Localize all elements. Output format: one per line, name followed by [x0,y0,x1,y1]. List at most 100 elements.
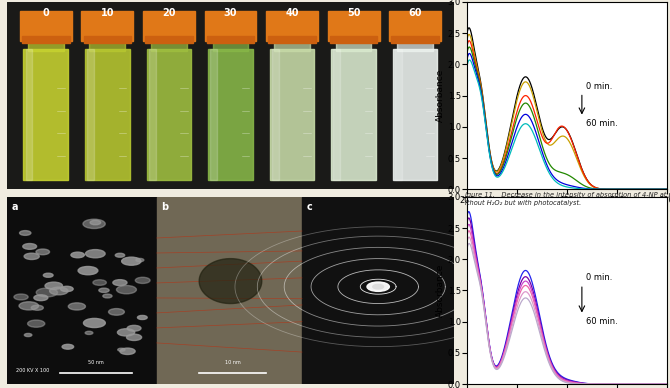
Bar [82,11,133,41]
Text: 30: 30 [224,7,237,17]
Circle shape [118,348,125,351]
Circle shape [60,286,73,292]
Bar [7,197,157,384]
Circle shape [23,244,37,249]
Circle shape [24,253,40,260]
Text: 10 nm: 10 nm [225,360,241,365]
Circle shape [44,273,53,277]
Y-axis label: Absorbance: Absorbance [436,264,445,317]
Bar [397,40,433,51]
Circle shape [68,303,86,310]
Bar [87,49,94,180]
Bar [272,49,279,180]
Circle shape [117,286,137,294]
Circle shape [36,249,50,255]
Bar [20,11,72,41]
Circle shape [50,287,68,295]
Circle shape [137,315,147,320]
Circle shape [85,331,93,334]
Bar [391,36,439,43]
Circle shape [373,284,383,289]
Circle shape [71,252,84,258]
Bar [269,49,314,180]
Text: 40: 40 [285,7,299,17]
Circle shape [45,282,62,289]
Circle shape [86,249,105,258]
Bar [157,197,302,384]
Bar [330,36,377,43]
Text: 0 min.: 0 min. [586,81,612,91]
Circle shape [135,277,150,284]
Text: a: a [11,203,17,212]
Circle shape [34,295,48,301]
Text: 50 nm: 50 nm [88,360,104,365]
Bar [151,40,187,51]
Circle shape [113,280,127,286]
Bar [395,49,402,180]
Text: 10: 10 [100,7,114,17]
Polygon shape [199,259,262,303]
Circle shape [84,319,105,327]
Circle shape [99,288,109,293]
Circle shape [27,320,45,327]
Circle shape [24,333,32,336]
Bar [22,36,70,43]
Circle shape [127,326,141,331]
Bar [143,11,195,41]
Circle shape [14,294,28,300]
Circle shape [136,258,144,262]
Text: 60 min.: 60 min. [586,317,618,326]
Bar [389,11,441,41]
Text: 60 min.: 60 min. [586,120,618,128]
Text: c: c [307,203,312,212]
Bar [204,11,257,41]
Bar [208,49,253,180]
Circle shape [120,348,135,355]
Text: 0 min.: 0 min. [586,273,612,282]
Text: 20: 20 [162,7,176,17]
Circle shape [122,257,141,265]
Circle shape [19,302,39,310]
Bar [145,36,193,43]
Bar [85,49,130,180]
Circle shape [93,280,107,285]
Circle shape [117,329,135,336]
Bar [334,49,340,180]
Circle shape [127,334,141,341]
Bar [212,40,249,51]
Bar [149,49,155,180]
Bar [302,197,454,384]
Text: igure 11.   Decrease in the intensity of absorption of 4-NP at pH 6
ithout H₂O₂ : igure 11. Decrease in the intensity of a… [465,192,670,206]
Circle shape [109,308,125,315]
Circle shape [103,294,112,298]
Bar [268,36,316,43]
Bar [331,49,376,180]
Bar [84,36,131,43]
Circle shape [19,230,31,236]
Circle shape [36,288,58,297]
Circle shape [83,219,105,229]
Bar [23,49,68,180]
Bar [336,40,371,51]
Bar [25,49,32,180]
Circle shape [90,220,100,225]
Bar [207,36,254,43]
Bar [28,40,64,51]
Text: 60: 60 [408,7,422,17]
Circle shape [62,344,74,349]
Bar [266,11,318,41]
Bar [274,40,310,51]
Text: 200 KV X 100: 200 KV X 100 [15,368,49,373]
X-axis label: Wavelength (nm): Wavelength (nm) [528,206,606,215]
Circle shape [367,282,389,291]
Text: b: b [161,203,168,212]
Bar [147,49,192,180]
Y-axis label: Absorbance: Absorbance [436,69,445,122]
Circle shape [78,267,98,275]
Text: 50: 50 [347,7,360,17]
Bar [210,49,217,180]
Bar [90,40,125,51]
Bar [393,49,438,180]
Bar [328,11,379,41]
Circle shape [115,253,125,257]
